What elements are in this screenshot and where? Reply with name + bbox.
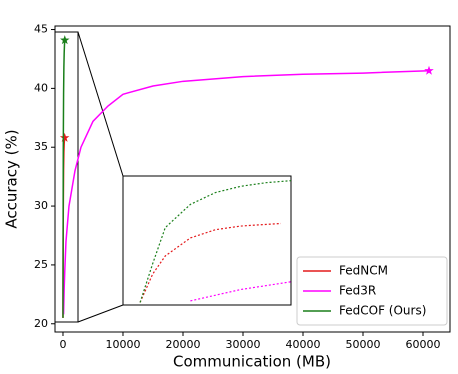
y-tick-label: 30 (34, 199, 48, 212)
zoom-connector (77, 304, 124, 323)
x-tick-label: 30000 (225, 338, 260, 351)
y-tick-label: 45 (34, 23, 48, 36)
line (62, 69, 430, 315)
x-tick-label: 20000 (165, 338, 200, 351)
y-tick-label: 35 (34, 140, 48, 153)
x-tick-label: 10000 (105, 338, 140, 351)
end-marker (424, 65, 434, 75)
line (62, 40, 66, 318)
x-axis-label: Communication (MB) (173, 353, 331, 371)
y-tick-label: 25 (34, 258, 48, 271)
x-tick-label: 0 (59, 338, 66, 351)
inset-line (139, 180, 291, 303)
y-tick-label: 20 (34, 317, 48, 330)
legend-label: FedCOF (Ours) (339, 304, 426, 318)
end-marker (60, 35, 70, 45)
x-tick-label: 60000 (405, 338, 440, 351)
y-tick-label: 40 (34, 81, 48, 94)
zoom-box (54, 31, 79, 323)
x-tick-label: 40000 (285, 338, 320, 351)
legend-label: Fed3R (339, 284, 376, 298)
inset-line (139, 222, 281, 303)
legend-frame (296, 256, 448, 326)
zoom-connector (77, 31, 124, 177)
legend-label: FedNCM (339, 264, 388, 278)
x-tick-label: 50000 (345, 338, 380, 351)
end-marker (59, 132, 70, 142)
inset-frame (122, 175, 292, 306)
y-axis-label: Accuracy (%) (3, 129, 21, 228)
